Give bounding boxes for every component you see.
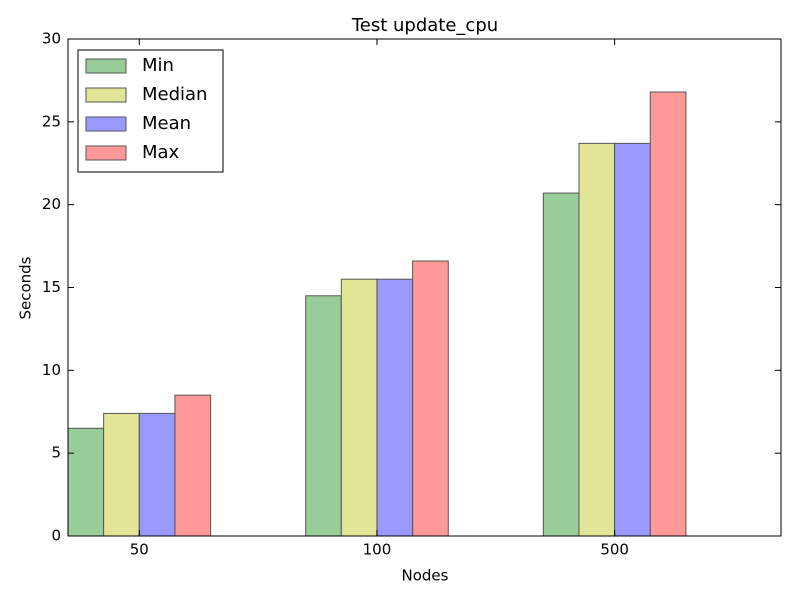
legend-label: Min [142,55,174,76]
legend-swatch [85,87,127,103]
y-tick-label: 5 [51,444,61,462]
y-axis-label: Seconds [17,256,35,319]
y-tick-label: 0 [51,527,61,545]
x-axis-label: Nodes [402,567,449,585]
legend-label: Median [142,84,207,105]
bar [305,295,342,537]
bar [376,278,414,537]
y-tick-label: 20 [42,195,61,213]
y-tick-label: 25 [42,112,61,130]
bar [614,142,651,537]
x-tick-label: 500 [600,541,629,559]
bar [649,91,687,537]
legend-swatch [85,145,127,161]
chart-title: Test update_cpu [351,15,498,36]
bar [578,142,616,537]
bar [103,412,140,537]
bar [542,192,580,537]
x-tick-label: 100 [363,541,392,559]
y-tick-label: 15 [42,278,61,296]
x-tick-label: 50 [130,541,149,559]
bar [412,260,449,537]
legend-label: Max [142,142,180,163]
bar [138,412,176,537]
y-tick-label: 10 [42,361,61,379]
legend-label: Mean [142,113,191,134]
bar [340,278,378,537]
legend-swatch [85,116,127,132]
bar [67,427,105,537]
bar [174,394,212,537]
legend-swatch [85,58,127,74]
y-tick-label: 30 [42,30,61,48]
